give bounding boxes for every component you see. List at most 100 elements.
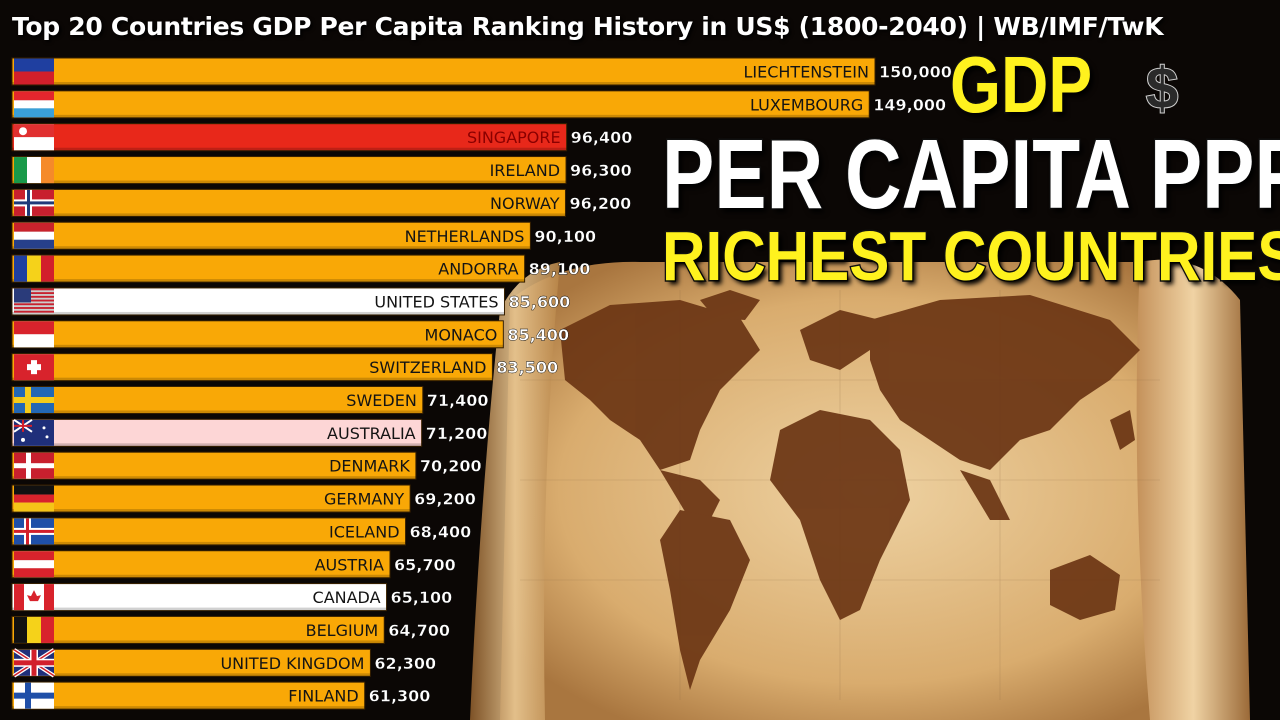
value-label: 90,100 bbox=[534, 227, 596, 246]
austria-flag-icon bbox=[14, 551, 54, 578]
bar bbox=[11, 484, 411, 513]
bar-row: UNITED STATES 85,600 bbox=[11, 287, 570, 316]
bar bbox=[11, 188, 566, 217]
value-label: 64,700 bbox=[388, 621, 450, 640]
bar bbox=[11, 517, 407, 546]
bar bbox=[11, 221, 531, 250]
canada-flag-icon bbox=[14, 584, 54, 611]
category-label: AUSTRIA bbox=[315, 555, 384, 574]
bar bbox=[11, 123, 568, 152]
value-label: 65,700 bbox=[394, 555, 456, 574]
bar-row: SWITZERLAND 83,500 bbox=[11, 353, 558, 382]
netherlands-flag-icon bbox=[14, 222, 54, 249]
bar-row: AUSTRALIA 71,200 bbox=[11, 418, 488, 447]
value-label: 70,200 bbox=[420, 457, 482, 476]
bar-row: LUXEMBOURG 149,000 bbox=[11, 90, 946, 119]
value-label: 61,300 bbox=[369, 687, 431, 706]
united-states-flag-icon bbox=[14, 288, 54, 315]
bar-row: AUSTRIA 65,700 bbox=[11, 550, 456, 579]
bar-row: NETHERLANDS 90,100 bbox=[11, 221, 596, 250]
category-label: ANDORRA bbox=[438, 260, 518, 279]
bar bbox=[11, 648, 371, 677]
category-label: SWITZERLAND bbox=[369, 358, 486, 377]
bar-row: SINGAPORE 96,400 bbox=[11, 123, 633, 152]
bar-row: IRELAND 96,300 bbox=[11, 156, 632, 185]
bar-row: MONACO 85,400 bbox=[11, 320, 569, 349]
sweden-flag-icon bbox=[14, 387, 54, 413]
bar bbox=[11, 615, 385, 644]
bar-row: NORWAY 96,200 bbox=[11, 188, 631, 217]
bar bbox=[11, 386, 424, 414]
denmark-flag-icon bbox=[14, 452, 54, 479]
value-label: 89,100 bbox=[529, 260, 591, 279]
united-kingdom-flag-icon bbox=[12, 648, 56, 678]
category-label: LIECHTENSTEIN bbox=[743, 63, 869, 82]
iceland-flag-icon bbox=[14, 518, 54, 545]
bar-row: BELGIUM 64,700 bbox=[11, 615, 450, 644]
bar bbox=[11, 550, 391, 579]
value-label: 71,400 bbox=[427, 391, 489, 410]
category-label: SINGAPORE bbox=[467, 128, 561, 147]
value-label: 83,500 bbox=[496, 358, 558, 377]
monaco-flag-icon bbox=[14, 321, 54, 348]
category-label: BELGIUM bbox=[306, 621, 379, 640]
value-label: 150,000 bbox=[879, 63, 952, 82]
bar-row: ANDORRA 89,100 bbox=[11, 254, 591, 283]
bar-row: LIECHTENSTEIN 150,000 bbox=[11, 57, 952, 86]
category-label: CANADA bbox=[313, 588, 381, 607]
bar bbox=[11, 156, 567, 185]
dollar-icon: $ bbox=[1145, 56, 1179, 121]
germany-flag-icon bbox=[14, 485, 54, 512]
overlay-richest-countries-text: RICHEST COUNTRIES bbox=[661, 217, 1280, 295]
category-label: DENMARK bbox=[329, 457, 410, 476]
singapore-flag-icon bbox=[14, 124, 54, 151]
value-label: 71,200 bbox=[426, 424, 488, 443]
bar-row: SWEDEN 71,400 bbox=[11, 386, 489, 414]
bar-row: CANADA 65,100 bbox=[11, 583, 453, 612]
bar bbox=[11, 451, 417, 480]
category-label: SWEDEN bbox=[346, 391, 416, 410]
australia-flag-icon bbox=[13, 419, 54, 446]
andorra-flag-icon bbox=[14, 255, 54, 282]
value-label: 149,000 bbox=[873, 95, 946, 114]
liechtenstein-flag-icon bbox=[14, 58, 54, 85]
bar-row: GERMANY 69,200 bbox=[11, 484, 476, 513]
overlay-per-capita-text: PER CAPITA PPP bbox=[661, 119, 1280, 229]
value-label: 69,200 bbox=[414, 490, 476, 509]
bar-row: FINLAND 61,300 bbox=[11, 681, 431, 710]
category-label: AUSTRALIA bbox=[327, 424, 416, 443]
value-label: 85,400 bbox=[507, 325, 569, 344]
value-label: 62,300 bbox=[374, 654, 436, 673]
value-label: 68,400 bbox=[410, 522, 472, 541]
chart-title: Top 20 Countries GDP Per Capita Ranking … bbox=[12, 11, 1164, 41]
bar-row: ICELAND 68,400 bbox=[11, 517, 472, 546]
bar bbox=[11, 583, 388, 612]
value-label: 96,300 bbox=[570, 161, 632, 180]
category-label: MONACO bbox=[425, 325, 498, 344]
bar bbox=[11, 353, 493, 382]
ireland-flag-icon bbox=[14, 157, 54, 184]
norway-flag-icon bbox=[14, 189, 54, 216]
bar-row: UNITED KINGDOM 62,300 bbox=[11, 648, 436, 678]
value-label: 96,400 bbox=[571, 128, 633, 147]
bar bbox=[11, 418, 423, 447]
bar-row: DENMARK 70,200 bbox=[11, 451, 482, 480]
bar bbox=[11, 287, 505, 316]
switzerland-flag-icon bbox=[14, 354, 54, 381]
value-label: 85,600 bbox=[508, 292, 570, 311]
belgium-flag-icon bbox=[14, 616, 54, 643]
category-label: UNITED STATES bbox=[374, 292, 498, 311]
category-label: NETHERLANDS bbox=[405, 227, 525, 246]
bar bbox=[11, 681, 366, 710]
category-label: UNITED KINGDOM bbox=[220, 654, 364, 673]
luxembourg-flag-icon bbox=[14, 91, 54, 118]
category-label: FINLAND bbox=[288, 687, 358, 706]
finland-flag-icon bbox=[14, 682, 54, 709]
bar bbox=[11, 254, 526, 283]
bar bbox=[11, 57, 876, 86]
category-label: NORWAY bbox=[490, 194, 560, 213]
value-label: 96,200 bbox=[569, 194, 631, 213]
category-label: GERMANY bbox=[324, 490, 404, 509]
value-label: 65,100 bbox=[391, 588, 453, 607]
